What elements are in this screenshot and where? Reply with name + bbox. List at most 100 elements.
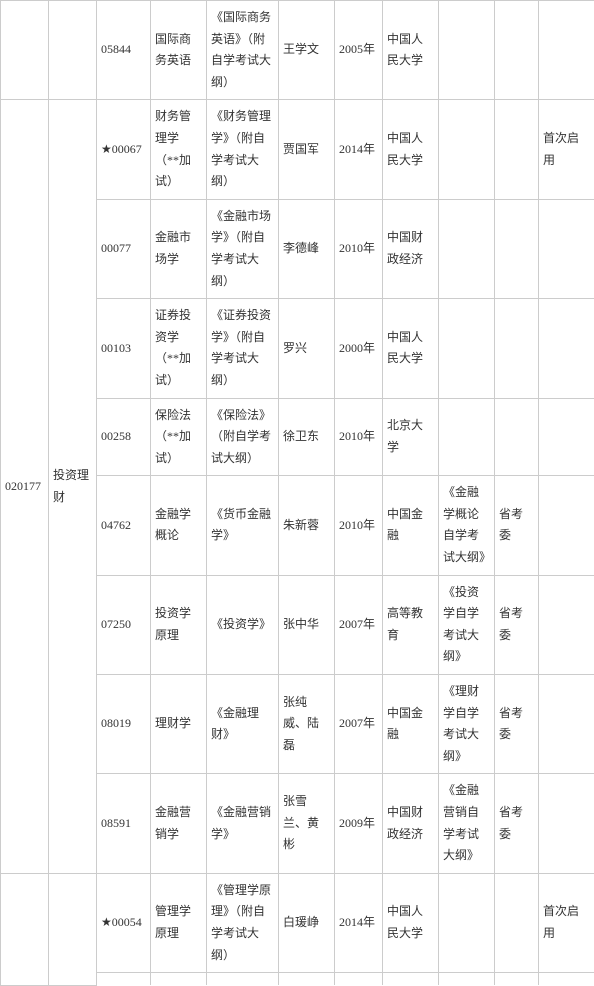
course-code: 08591: [97, 774, 151, 873]
outline: [439, 873, 495, 972]
note: 首次启用: [539, 100, 594, 199]
publisher: 高等教育: [383, 575, 439, 674]
textbook: 《国际商务英语》（附自学考试大纲）: [207, 1, 279, 100]
major-name: [49, 1, 97, 100]
publisher: 中国金融: [383, 476, 439, 575]
course-name: 保险法（**加试）: [151, 398, 207, 476]
course-code: ★00054: [97, 873, 151, 972]
course-code: 07250: [97, 575, 151, 674]
note: [539, 973, 594, 986]
major-name: [49, 873, 97, 985]
course-table: 05844国际商务英语《国际商务英语》（附自学考试大纲）王学文2005年中国人民…: [0, 0, 594, 986]
author: 李德峰: [279, 199, 335, 298]
course-name: [151, 973, 207, 986]
note: [539, 1, 594, 100]
course-name: 金融营销学: [151, 774, 207, 873]
major-code: 020177: [1, 100, 49, 873]
outline: 《理财学自学考试大纲》: [439, 675, 495, 774]
committee: 省考委: [495, 476, 539, 575]
publisher: 中国人民大学: [383, 873, 439, 972]
year: 2000年: [335, 299, 383, 398]
course-name: 金融市场学: [151, 199, 207, 298]
committee: [495, 973, 539, 986]
committee: [495, 873, 539, 972]
committee: [495, 1, 539, 100]
major-code: [1, 873, 49, 985]
note: [539, 675, 594, 774]
committee: 省考委: [495, 575, 539, 674]
author: 白瑗峥: [279, 873, 335, 972]
author: [279, 973, 335, 986]
outline: [439, 1, 495, 100]
major-name: 投资理财: [49, 100, 97, 873]
table-row: 020177投资理财★00067财务管理学（**加试）《财务管理学》（附自学考试…: [1, 100, 594, 199]
textbook: 《证券投资学》（附自学考试大纲）: [207, 299, 279, 398]
year: 2009年: [335, 774, 383, 873]
author: 张纯威、陆磊: [279, 675, 335, 774]
major-code: [1, 1, 49, 100]
publisher: 中国金融: [383, 675, 439, 774]
textbook: 《货币金融学》: [207, 476, 279, 575]
textbook: 《财务管理学》（附自学考试大纲）: [207, 100, 279, 199]
outline: [439, 199, 495, 298]
course-code: 00258: [97, 398, 151, 476]
publisher: [383, 973, 439, 986]
committee: [495, 398, 539, 476]
author: 朱新蓉: [279, 476, 335, 575]
author: 贾国军: [279, 100, 335, 199]
textbook: 《金融市场学》（附自学考试大纲）: [207, 199, 279, 298]
course-code: ★00067: [97, 100, 151, 199]
course-name: 管理学原理: [151, 873, 207, 972]
committee: 省考委: [495, 675, 539, 774]
year: 2005年: [335, 1, 383, 100]
author: 罗兴: [279, 299, 335, 398]
outline: [439, 973, 495, 986]
author: 张中华: [279, 575, 335, 674]
year: 2010年: [335, 398, 383, 476]
publisher: 北京大学: [383, 398, 439, 476]
course-name: 财务管理学（**加试）: [151, 100, 207, 199]
committee: [495, 100, 539, 199]
outline: 《金融营销自学考试大纲》: [439, 774, 495, 873]
year: [335, 973, 383, 986]
textbook: 《管理学原理》（附自学考试大纲）: [207, 873, 279, 972]
course-code: 05844: [97, 1, 151, 100]
textbook: 《投资学》: [207, 575, 279, 674]
outline: [439, 398, 495, 476]
course-code: [97, 973, 151, 986]
textbook: 《保险法》（附自学考试大纲）: [207, 398, 279, 476]
course-code: 00077: [97, 199, 151, 298]
textbook: 《金融理财》: [207, 675, 279, 774]
outline: 《金融学概论自学考试大纲》: [439, 476, 495, 575]
course-name: 投资学原理: [151, 575, 207, 674]
table-row: 05844国际商务英语《国际商务英语》（附自学考试大纲）王学文2005年中国人民…: [1, 1, 594, 100]
outline: [439, 299, 495, 398]
note: [539, 299, 594, 398]
textbook: 《金融营销学》: [207, 774, 279, 873]
year: 2010年: [335, 199, 383, 298]
committee: [495, 299, 539, 398]
publisher: 中国人民大学: [383, 1, 439, 100]
publisher: 中国财政经济: [383, 199, 439, 298]
note: [539, 398, 594, 476]
note: [539, 476, 594, 575]
publisher: 中国人民大学: [383, 299, 439, 398]
author: 徐卫东: [279, 398, 335, 476]
year: 2014年: [335, 100, 383, 199]
year: 2007年: [335, 575, 383, 674]
year: 2007年: [335, 675, 383, 774]
publisher: 中国财政经济: [383, 774, 439, 873]
note: [539, 199, 594, 298]
textbook: [207, 973, 279, 986]
committee: [495, 199, 539, 298]
course-code: 08019: [97, 675, 151, 774]
note: 首次启用: [539, 873, 594, 972]
author: 张雪兰、黄彬: [279, 774, 335, 873]
committee: 省考委: [495, 774, 539, 873]
publisher: 中国人民大学: [383, 100, 439, 199]
table-row: ★00054管理学原理《管理学原理》（附自学考试大纲）白瑗峥2014年中国人民大…: [1, 873, 594, 972]
course-name: 理财学: [151, 675, 207, 774]
course-name: 国际商务英语: [151, 1, 207, 100]
outline: [439, 100, 495, 199]
note: [539, 774, 594, 873]
